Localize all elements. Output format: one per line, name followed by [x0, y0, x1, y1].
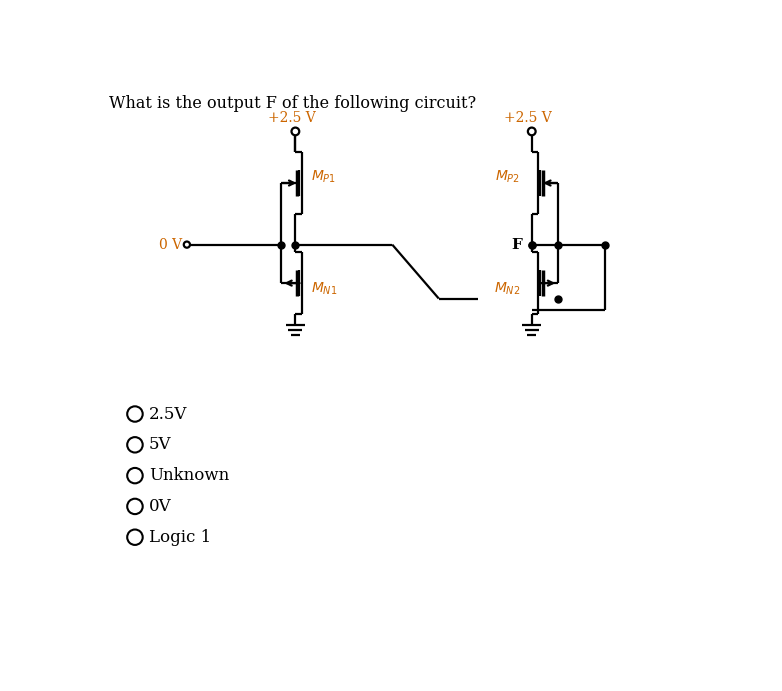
- Text: 2.5V: 2.5V: [149, 406, 187, 422]
- Text: F: F: [511, 238, 522, 252]
- Text: 0V: 0V: [149, 498, 171, 515]
- Text: Logic 1: Logic 1: [149, 529, 211, 546]
- Text: +2.5 V: +2.5 V: [267, 111, 315, 125]
- Text: Unknown: Unknown: [149, 467, 229, 484]
- Text: 0 V: 0 V: [159, 238, 182, 252]
- Text: $M_{P2}$: $M_{P2}$: [495, 169, 520, 185]
- Text: What is the output F of the following circuit?: What is the output F of the following ci…: [109, 95, 475, 112]
- Text: +2.5 V: +2.5 V: [504, 111, 552, 125]
- Text: $M_{N2}$: $M_{N2}$: [493, 281, 520, 298]
- Text: 5V: 5V: [149, 436, 171, 453]
- Text: $M_{P1}$: $M_{P1}$: [311, 169, 336, 185]
- Text: $M_{N1}$: $M_{N1}$: [311, 281, 337, 298]
